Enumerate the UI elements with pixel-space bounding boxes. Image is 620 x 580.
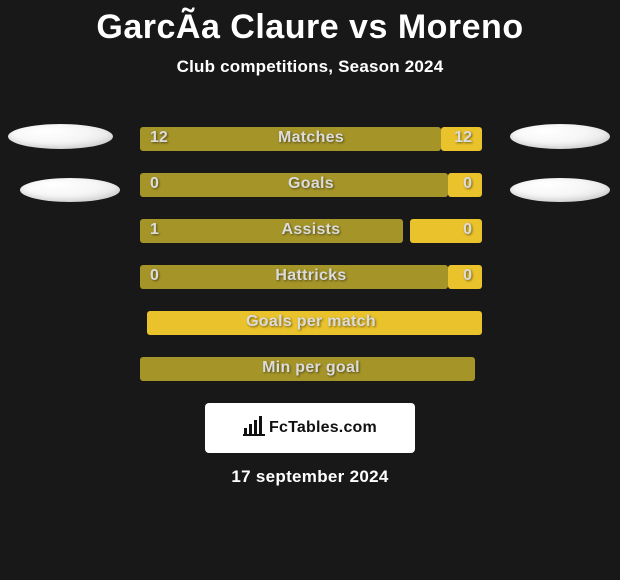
stat-row: Matches12 12 <box>140 127 482 151</box>
stat-label: Goals <box>140 175 482 193</box>
stat-value-right: 12 <box>454 129 472 147</box>
stat-label: Matches <box>140 129 482 147</box>
stat-label: Min per goal <box>140 359 482 377</box>
brand-badge: FcTables.com <box>205 403 415 453</box>
comparison-container: GarcÃ­a Claure vs Moreno Club competitio… <box>0 0 620 580</box>
stat-value-left: 1 <box>150 221 159 239</box>
stat-row: Assists1 0 <box>140 219 482 243</box>
stat-value-left: 0 <box>150 175 159 193</box>
stat-value-left: 0 <box>150 267 159 285</box>
stat-label: Assists <box>140 221 482 239</box>
page-title: GarcÃ­a Claure vs Moreno <box>0 0 620 47</box>
stat-value-right: 0 <box>463 267 472 285</box>
stat-row: Goals0 0 <box>140 173 482 197</box>
bar-chart-icon <box>243 416 265 441</box>
stat-row: Hattricks0 0 <box>140 265 482 289</box>
snapshot-date: 17 september 2024 <box>0 467 620 487</box>
stats-area: Matches1212Goals00Assists10Hattricks00Go… <box>0 127 620 381</box>
stat-row: Min per goal <box>140 357 482 381</box>
brand-text: FcTables.com <box>269 419 377 437</box>
stat-value-left: 12 <box>150 129 168 147</box>
stat-value-right: 0 <box>463 221 472 239</box>
stat-label: Goals per match <box>140 313 482 331</box>
stat-value-right: 0 <box>463 175 472 193</box>
page-subtitle: Club competitions, Season 2024 <box>0 57 620 77</box>
stat-label: Hattricks <box>140 267 482 285</box>
stat-row: Goals per match <box>140 311 482 335</box>
